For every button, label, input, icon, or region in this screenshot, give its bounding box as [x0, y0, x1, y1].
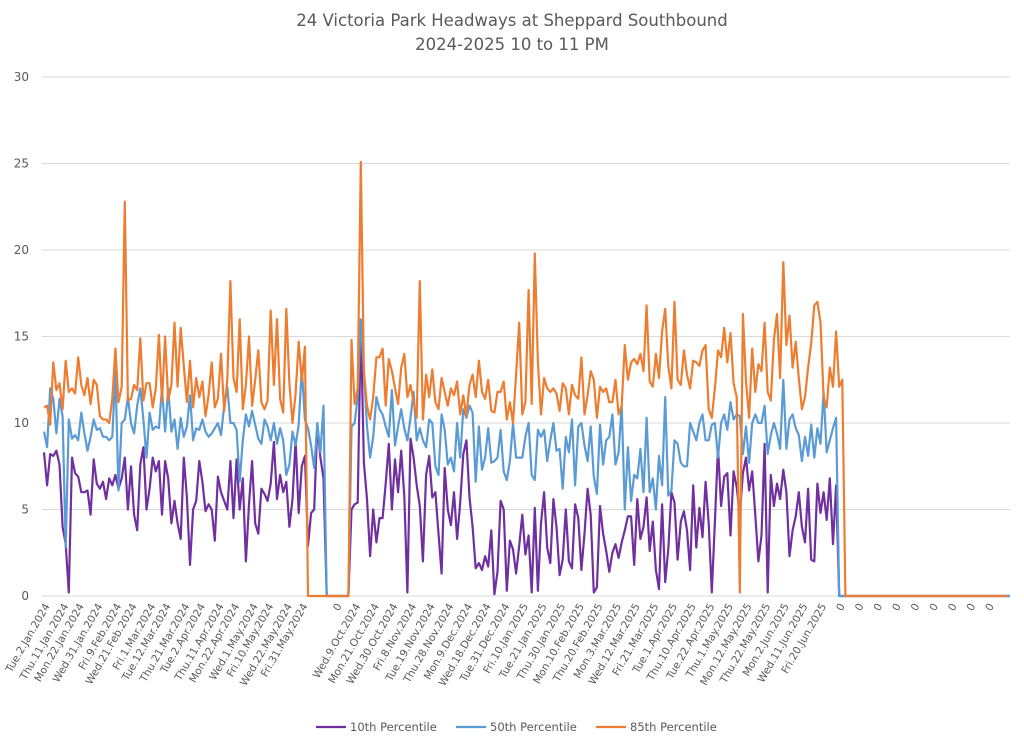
legend-item-10th[interactable]: 10th Percentile	[316, 720, 437, 734]
legend-label-50th: 50th Percentile	[490, 720, 577, 734]
x-tick-label: 0	[909, 602, 923, 614]
chart-title: 24 Victoria Park Headways at Sheppard So…	[296, 11, 727, 30]
y-tick-label: 20	[14, 243, 29, 257]
x-tick-label: 0	[890, 602, 904, 614]
legend: 10th Percentile 50th Percentile 85th Per…	[316, 720, 717, 734]
y-tick-label: 15	[14, 330, 29, 344]
y-tick-label: 0	[21, 589, 29, 603]
series-lines	[42, 160, 1010, 598]
y-tick-label: 10	[14, 416, 29, 430]
y-axis-ticks: 0 5 10 15 20 25 30	[14, 70, 29, 603]
legend-label-85th: 85th Percentile	[630, 720, 717, 734]
y-tick-label: 5	[21, 503, 29, 517]
x-tick-label: 0	[871, 602, 885, 614]
x-tick-label: 0	[965, 602, 979, 614]
x-tick-label: 0	[927, 602, 941, 614]
x-tick-label: 0	[983, 602, 997, 614]
chart-subtitle: 2024-2025 10 to 11 PM	[415, 35, 609, 54]
x-tick-label: 0	[946, 602, 960, 614]
y-tick-label: 30	[14, 70, 29, 84]
y-tick-label: 25	[14, 157, 29, 171]
x-tick-label: 0	[834, 602, 848, 614]
series-line-85th	[43, 160, 1007, 598]
legend-label-10th: 10th Percentile	[350, 720, 437, 734]
x-tick-label: 0	[853, 602, 867, 614]
x-axis-ticks: Tue.2.Jan.2024Thu.11.Jan.2024Mon.22.Jan.…	[3, 601, 997, 688]
legend-item-50th[interactable]: 50th Percentile	[456, 720, 577, 734]
x-tick-label: 0	[331, 602, 345, 614]
legend-item-85th[interactable]: 85th Percentile	[596, 720, 717, 734]
